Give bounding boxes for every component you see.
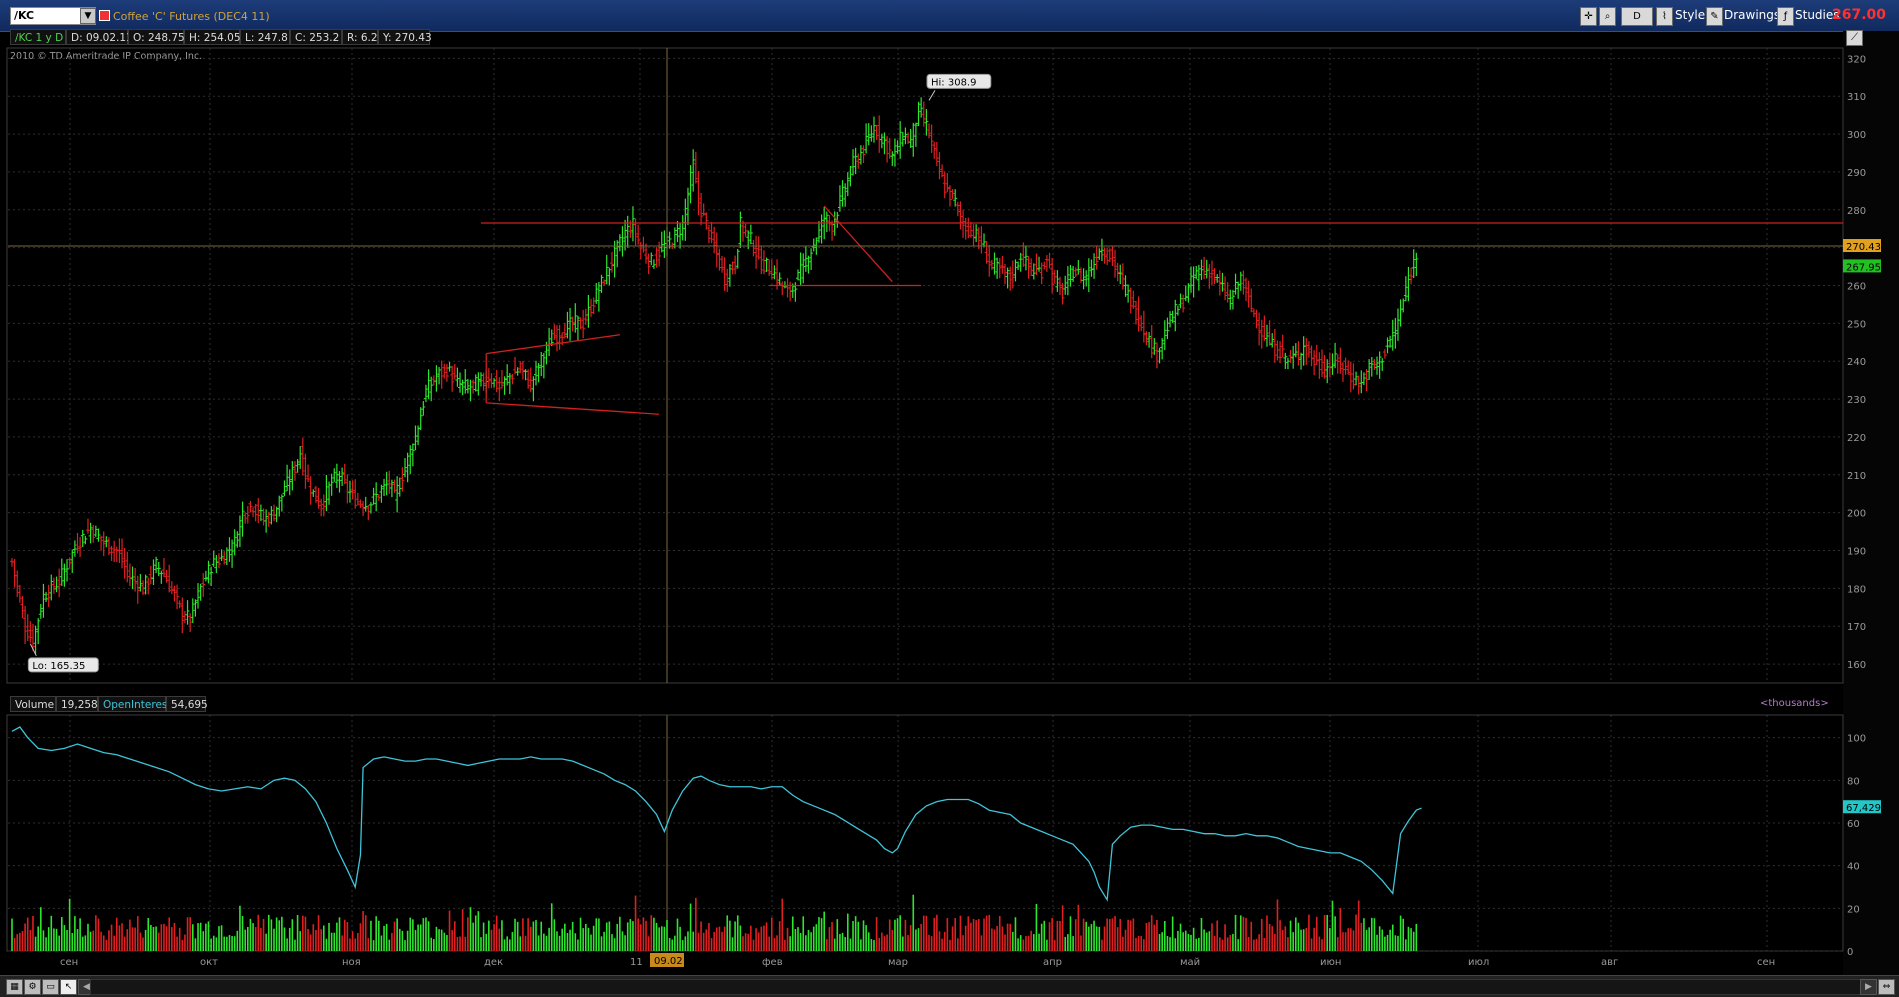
price-tick-label: 160: [1847, 660, 1866, 671]
crosshair-date-label: 09.02: [654, 956, 683, 967]
time-tick-label: фев: [762, 957, 783, 968]
price-axis-rail: [1843, 31, 1899, 975]
price-tick-label: 320: [1847, 54, 1866, 65]
volume-chart[interactable]: сен окт ноя дек 11 фев мар апр май июн июл авг сен 09…: [0, 713, 1899, 968]
price-tick-label: 230: [1847, 395, 1866, 406]
time-tick-label: апр: [1043, 957, 1062, 968]
price-tick-label: 210: [1847, 471, 1866, 482]
crosshair-date-box: [650, 953, 684, 967]
volume-label: Volume: [10, 696, 56, 712]
time-tick-label: июн: [1320, 957, 1341, 968]
price-tick-label: 290: [1847, 168, 1866, 179]
time-tick-label: ноя: [342, 957, 361, 968]
copyright-text: 2010 © TD Ameritrade IP Company, Inc.: [10, 51, 203, 62]
high-value: H: 254.05: [184, 29, 241, 45]
time-tick-label: окт: [200, 957, 218, 968]
time-tick-label: мар: [888, 957, 908, 968]
time-tick-label: сен: [60, 957, 78, 968]
price-tick-label: 250: [1847, 319, 1866, 330]
price-tick-label: 190: [1847, 547, 1866, 558]
drawings-button[interactable]: Drawings: [1724, 8, 1781, 22]
time-tick-label: авг: [1601, 957, 1618, 968]
volume-tick-label: 80: [1847, 776, 1860, 787]
open-value: O: 248.75: [128, 29, 185, 45]
cursor-icon[interactable]: ↖: [60, 979, 77, 995]
date-value: D: 09.02.11: [66, 29, 133, 45]
price-tick-label: 300: [1847, 130, 1866, 141]
scroll-right-icon[interactable]: ▶: [1860, 979, 1877, 995]
oi-tag-box: [1843, 800, 1881, 814]
period-label[interactable]: /KC 1 y D: [10, 29, 66, 45]
time-tick-label: май: [1180, 957, 1200, 968]
pennant-bottom-line: [486, 402, 660, 415]
link-icon[interactable]: [99, 10, 110, 21]
lo-callout-pointer: [29, 643, 37, 657]
price-tick-label: 260: [1847, 282, 1866, 293]
price-tag-label: 270.43: [1846, 242, 1881, 253]
price-tick-label: 200: [1847, 509, 1866, 520]
volume-tick-label: 60: [1847, 819, 1860, 830]
aggregation-button[interactable]: D: [1621, 7, 1653, 26]
price-tick-label: 220: [1847, 433, 1866, 444]
price-tag-box: [1843, 259, 1881, 273]
open-interest-line: [11, 726, 1422, 902]
symbol-dropdown-icon[interactable]: ▼: [80, 8, 96, 24]
price-tick-label: 310: [1847, 92, 1866, 103]
triangle-line: [823, 205, 893, 283]
hi-callout-text: Hi: 308.9: [931, 77, 976, 88]
aggregation-label: D: [1633, 11, 1641, 22]
footer-bar: ▦ ⚙ ▭ ↖ ◀ ▶ ⇔: [0, 975, 1899, 997]
pennant-top-line: [486, 334, 620, 355]
grid-icon[interactable]: ▦: [6, 979, 23, 995]
volume-tick-label: 100: [1847, 734, 1866, 745]
style-button[interactable]: Style: [1675, 8, 1706, 22]
price-tick-label: 280: [1847, 206, 1866, 217]
price-tag-label: 267.95: [1846, 262, 1881, 273]
oi-tag-label: 67,429: [1846, 803, 1881, 814]
price-tag-box: [1843, 239, 1881, 253]
lo-callout-box: [27, 657, 99, 673]
crosshair-tool-icon[interactable]: ✛: [1580, 7, 1597, 26]
drawings-icon[interactable]: ✎: [1706, 7, 1723, 26]
zoom-tool-icon[interactable]: ⌕: [1599, 7, 1616, 26]
units-label: <thousands>: [1760, 698, 1829, 709]
symbol-input[interactable]: /KC: [10, 7, 96, 25]
price-tick-label: 170: [1847, 622, 1866, 633]
y-value: Y: 270.43: [378, 29, 432, 45]
lo-callout-text: Lo: 165.35: [32, 661, 85, 672]
price-chart[interactable]: 1601701801902002102202302402502602702802…: [0, 47, 1899, 737]
studies-button[interactable]: Studies: [1795, 8, 1840, 22]
price-tick-label: 180: [1847, 584, 1866, 595]
studies-icon[interactable]: ƒ: [1777, 7, 1794, 26]
volume-tick-label: 0: [1847, 947, 1853, 958]
layout-icon[interactable]: ▭: [42, 979, 59, 995]
time-tick-label: 11: [630, 957, 643, 968]
last-price: 267.00: [1832, 7, 1887, 23]
hi-callout-pointer: [928, 90, 936, 101]
range-value: R: 6.25: [342, 29, 384, 45]
hi-callout-box: [926, 73, 992, 89]
symbol-text: /KC: [14, 9, 35, 22]
oi-value: 54,695: [166, 696, 208, 712]
time-scrollbar[interactable]: [90, 979, 1872, 995]
low-value: L: 247.8: [240, 29, 290, 45]
volume-value: 19,258: [56, 696, 98, 712]
oi-label: OpenInterest: [98, 696, 172, 712]
expand-icon[interactable]: ⇔: [1878, 979, 1895, 995]
close-value: C: 253.2: [290, 29, 342, 45]
settings-icon[interactable]: ⚙: [24, 979, 41, 995]
price-panel-frame: [6, 47, 1844, 684]
time-tick-label: июл: [1468, 957, 1489, 968]
window-title: Coffee 'C' Futures (DEC4 11): [113, 10, 270, 23]
volume-tick-label: 20: [1847, 904, 1860, 915]
volume-panel-frame: [6, 714, 1844, 952]
title-bar: /KC ▼ Coffee 'C' Futures (DEC4 11) ✛ ⌕ D…: [0, 0, 1899, 32]
axis-settings-icon[interactable]: ⟋: [1846, 30, 1863, 46]
style-icon[interactable]: ⌇: [1656, 7, 1673, 26]
price-tick-label: 240: [1847, 357, 1866, 368]
volume-tick-label: 40: [1847, 862, 1860, 873]
time-tick-label: дек: [484, 957, 503, 968]
time-tick-label: сен: [1757, 957, 1775, 968]
